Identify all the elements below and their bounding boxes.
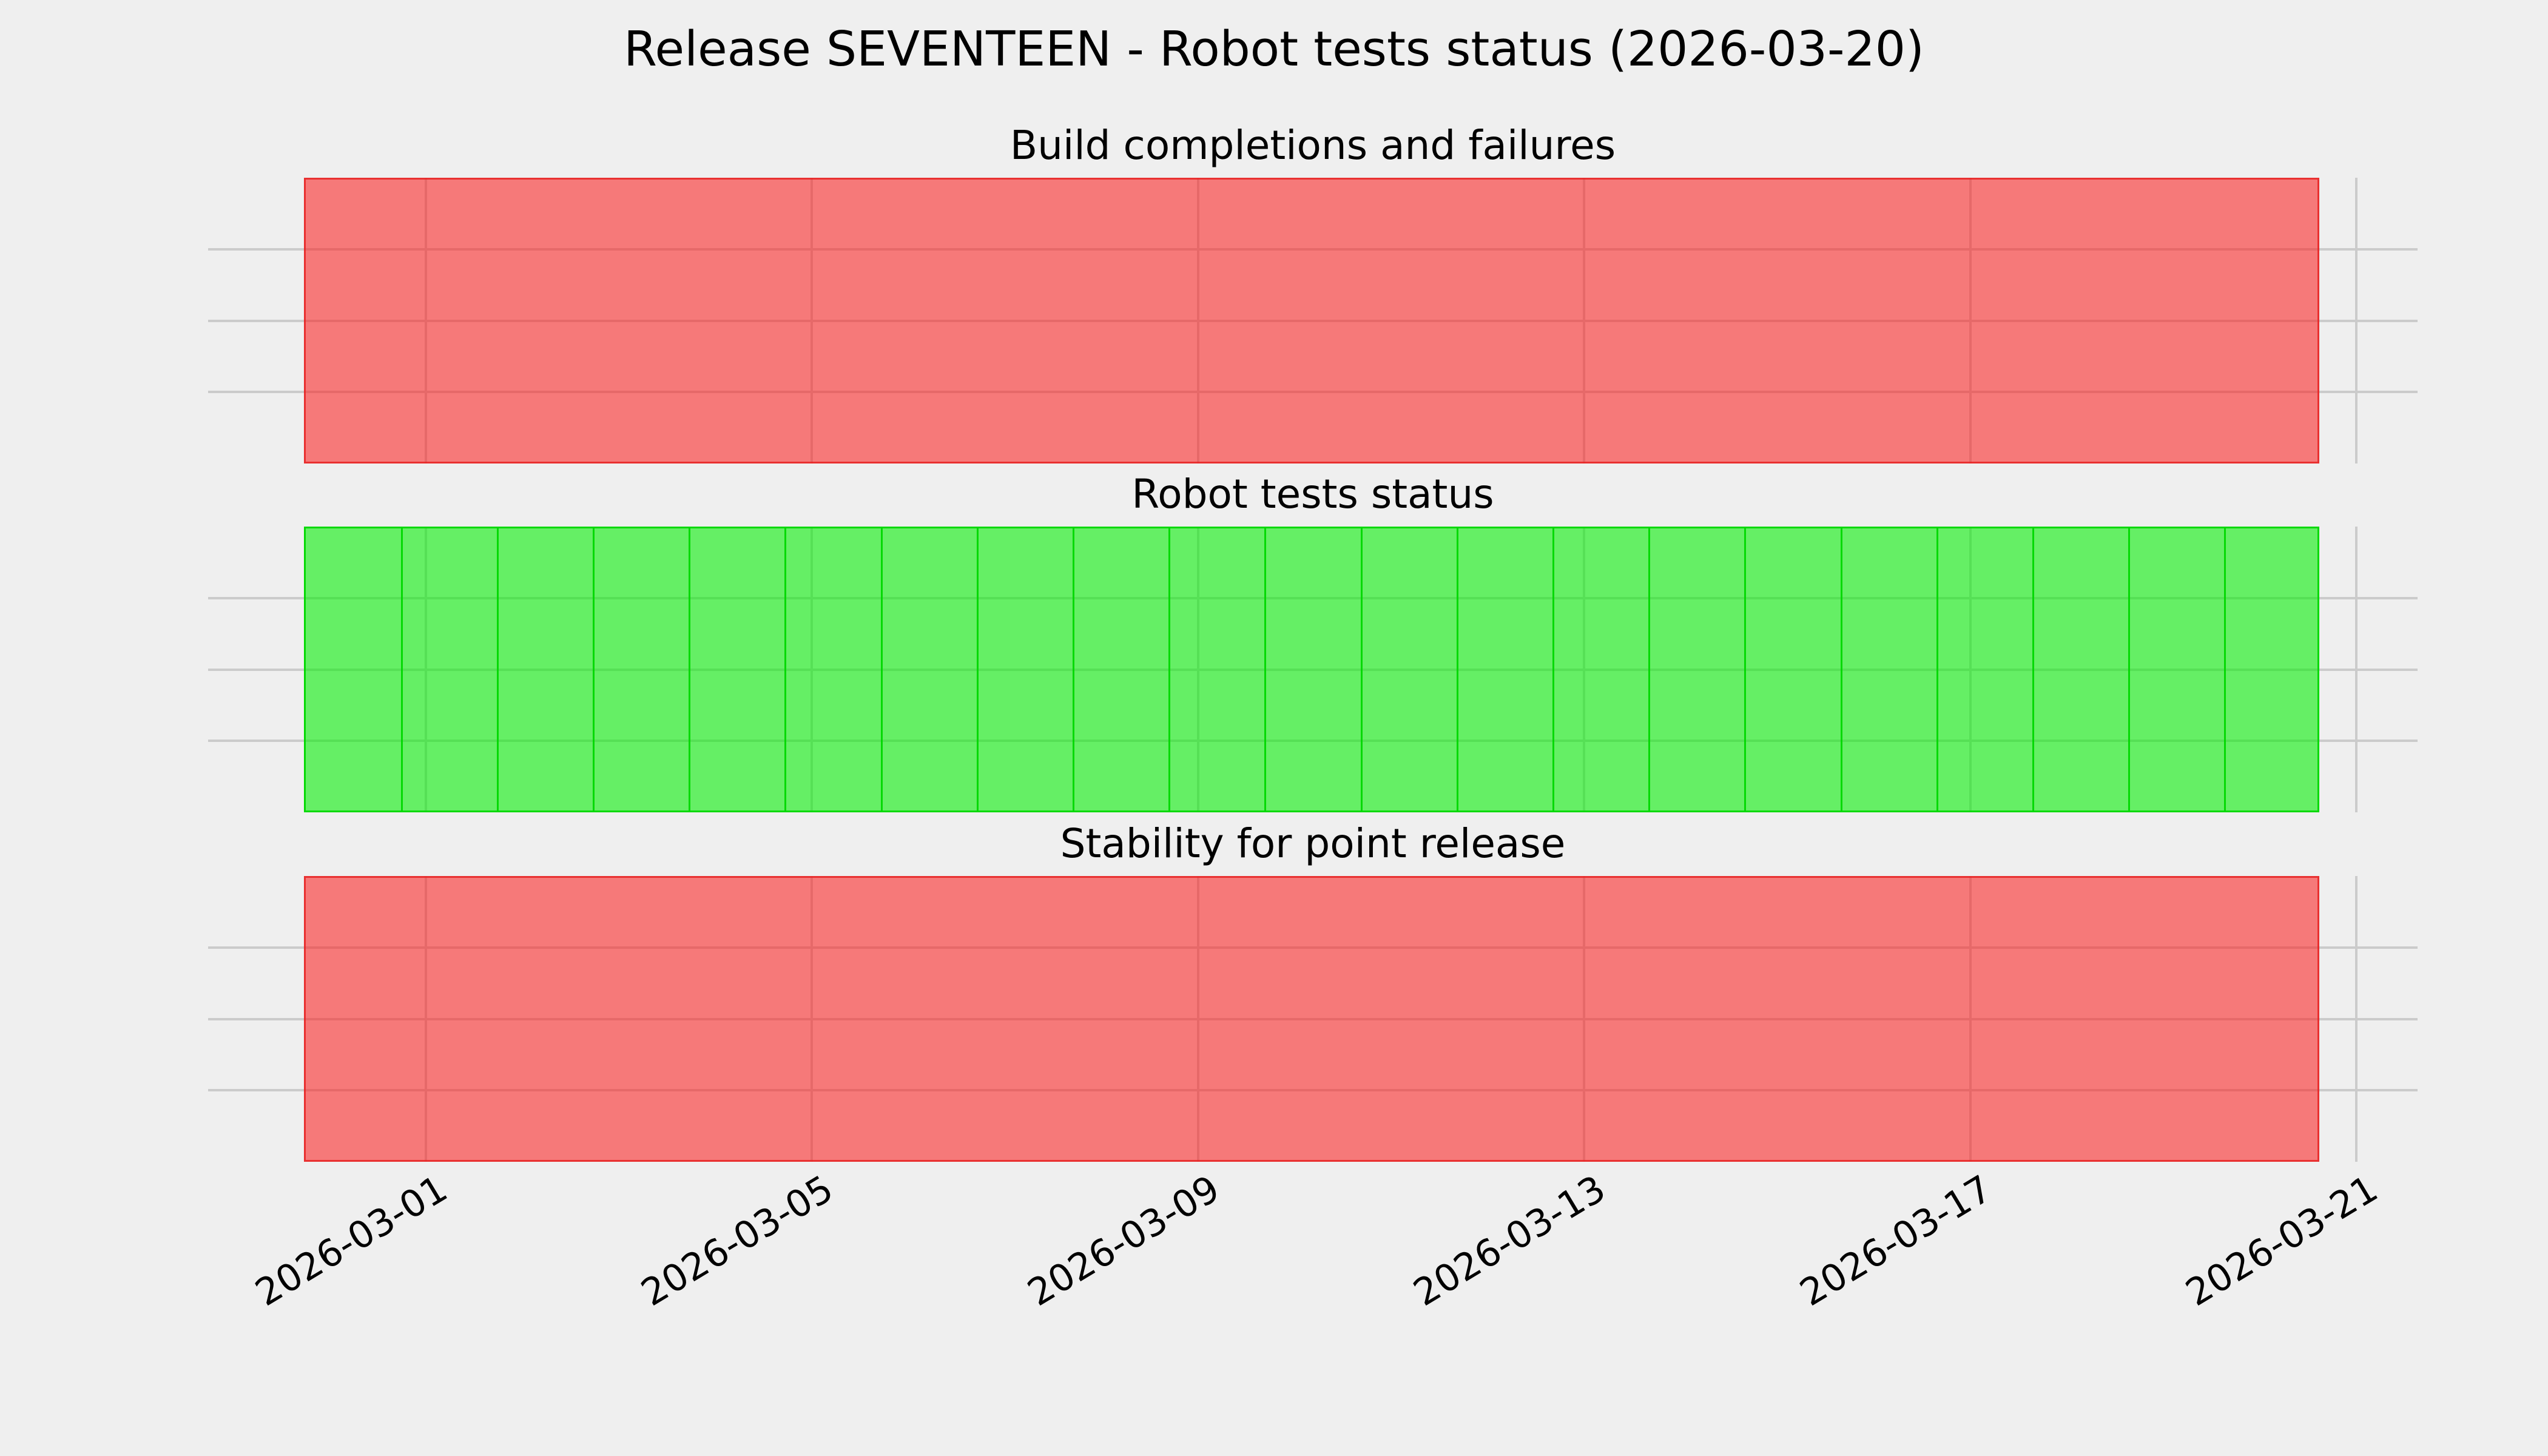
x-tick-label: 2026-03-17 xyxy=(1793,1167,2000,1315)
day-edge-line xyxy=(593,528,595,811)
day-edge-line xyxy=(977,528,979,811)
day-edge-line xyxy=(2032,528,2034,811)
day-edge-line xyxy=(1457,528,1458,811)
day-edge-line xyxy=(1552,528,1554,811)
day-edge-line xyxy=(1744,528,1746,811)
subplot-title-robot-tests: Robot tests status xyxy=(1131,471,1494,517)
subplot-title-build-completions: Build completions and failures xyxy=(1009,122,1616,169)
x-tick-label: 2026-03-05 xyxy=(634,1167,841,1315)
day-edge-line xyxy=(1073,528,1074,811)
x-tick-label: 2026-03-09 xyxy=(1020,1167,1227,1315)
day-edge-line xyxy=(2128,528,2130,811)
gridline-vertical xyxy=(2355,178,2358,463)
day-edge-line xyxy=(1168,528,1170,811)
x-tick-label: 2026-03-21 xyxy=(2179,1167,2385,1315)
day-edge-line xyxy=(2224,528,2226,811)
figure-title: Release SEVENTEEN - Robot tests status (… xyxy=(624,21,1924,77)
subplot-build-completions xyxy=(208,178,2418,463)
day-edge-line xyxy=(497,528,499,811)
day-edge-line xyxy=(784,528,786,811)
gridline-vertical xyxy=(2355,876,2358,1162)
gridline-vertical xyxy=(2355,527,2358,812)
day-edge-line xyxy=(689,528,690,811)
day-edge-line xyxy=(881,528,883,811)
day-edge-line xyxy=(1264,528,1266,811)
day-edge-line xyxy=(401,528,403,811)
status-band-fail xyxy=(304,178,2319,463)
day-edge-line xyxy=(1841,528,1842,811)
subplot-robot-tests xyxy=(208,527,2418,812)
day-edge-line xyxy=(1361,528,1363,811)
subplot-title-stability: Stability for point release xyxy=(1060,820,1566,867)
subplot-stability xyxy=(208,876,2418,1162)
status-band-fail xyxy=(304,876,2319,1162)
x-tick-label: 2026-03-13 xyxy=(1406,1167,1613,1315)
status-band-pass xyxy=(304,527,2319,812)
day-edge-line xyxy=(1648,528,1650,811)
day-edge-line xyxy=(1936,528,1938,811)
x-tick-label: 2026-03-01 xyxy=(248,1167,455,1315)
